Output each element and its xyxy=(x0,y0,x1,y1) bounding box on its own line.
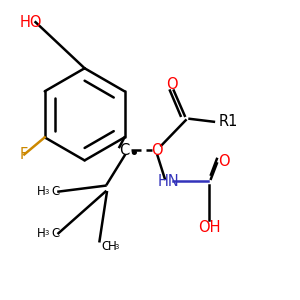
Text: $_3$: $_3$ xyxy=(44,187,50,196)
Text: $_3$: $_3$ xyxy=(114,242,120,252)
Text: OH: OH xyxy=(198,220,221,235)
Text: O: O xyxy=(167,77,178,92)
Text: •: • xyxy=(128,145,139,163)
Text: C: C xyxy=(101,240,109,253)
Text: C: C xyxy=(51,227,59,240)
Text: HO: HO xyxy=(19,15,42,30)
Text: F: F xyxy=(19,147,28,162)
Text: R1: R1 xyxy=(218,114,238,129)
Text: H: H xyxy=(107,240,116,253)
Text: C: C xyxy=(51,185,59,198)
Text: HN: HN xyxy=(158,174,179,189)
Text: O: O xyxy=(218,154,230,169)
Text: H: H xyxy=(37,227,46,240)
Text: H: H xyxy=(37,185,46,198)
Text: C: C xyxy=(120,142,130,158)
Text: O: O xyxy=(152,142,163,158)
Text: $_3$: $_3$ xyxy=(44,228,50,238)
